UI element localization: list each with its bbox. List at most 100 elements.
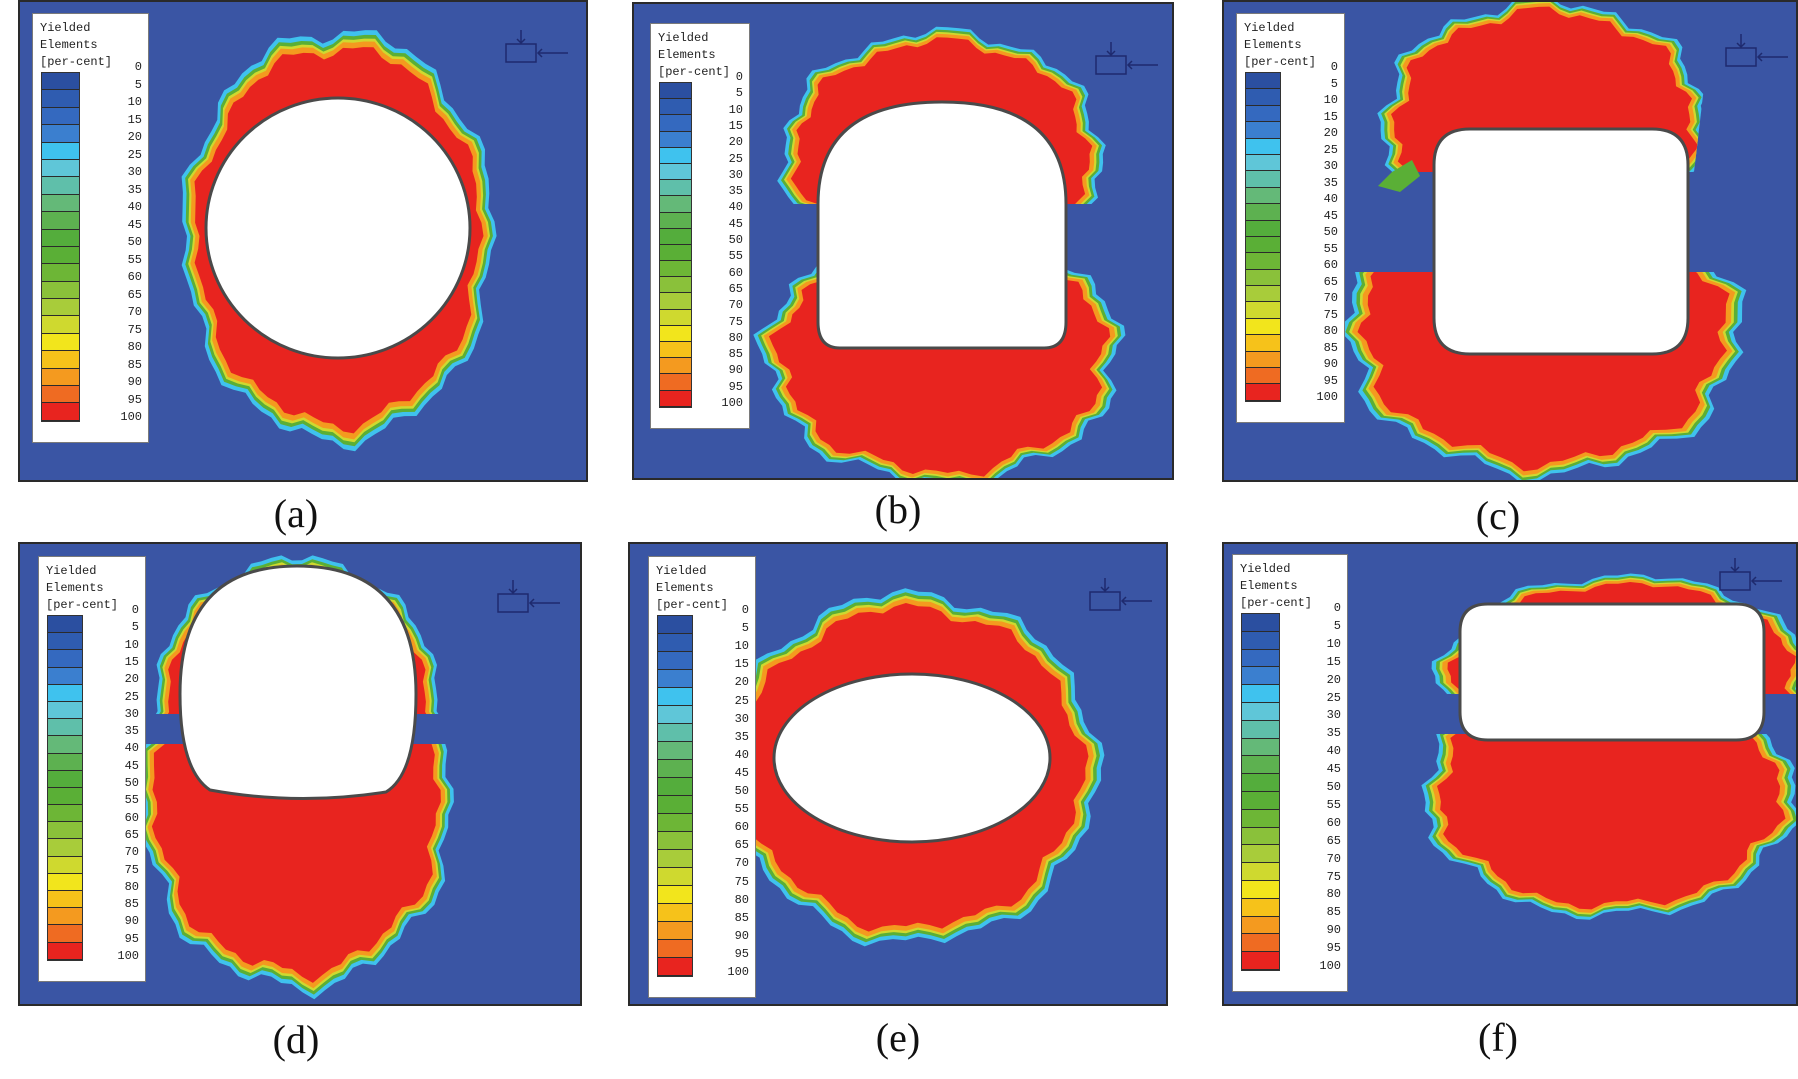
legend-swatch xyxy=(1246,122,1280,139)
legend-tick-label: 60 xyxy=(1323,258,1338,272)
legend-tick-label: 55 xyxy=(734,802,749,817)
legend-swatch xyxy=(1242,756,1279,775)
legend-tick-label: 25 xyxy=(728,151,743,166)
legend-swatch xyxy=(658,886,692,904)
legend-swatch xyxy=(658,724,692,742)
legend-e: Yielded Elements [per-cent] 0 5 10 15 20 25 30 35 4… xyxy=(648,556,756,998)
legend-swatch xyxy=(1246,253,1280,270)
legend-swatch xyxy=(42,246,79,265)
legend-swatch xyxy=(1246,204,1280,221)
caption-b: (b) xyxy=(874,487,922,532)
legend-tick-label: 15 xyxy=(127,112,142,127)
legend-tick-label: 65 xyxy=(124,827,139,842)
legend-swatch xyxy=(660,244,691,262)
legend-title-line: Yielded xyxy=(656,564,707,578)
legend-swatch xyxy=(660,212,691,229)
legend-tick-label: 95 xyxy=(124,931,139,946)
legend-swatch xyxy=(48,856,82,874)
contour-plot-d: Yielded Elements [per-cent] 0 5 10 15 20 25 30 35 4… xyxy=(18,542,582,1006)
legend-swatch xyxy=(658,904,692,922)
legend-title-line: [per-cent] xyxy=(46,598,119,612)
legend-swatch xyxy=(1242,649,1279,668)
legend-tick-label: 10 xyxy=(734,639,749,654)
legend-tick-label: 5 xyxy=(134,77,142,92)
legend-color-bar xyxy=(1245,72,1281,402)
legend-tick-label: 45 xyxy=(1323,208,1338,223)
legend-swatch xyxy=(48,770,82,788)
legend-color-bar xyxy=(47,615,83,961)
legend-tick-label: 60 xyxy=(127,270,142,284)
legend-swatch xyxy=(42,316,79,334)
legend-swatch xyxy=(658,778,692,796)
legend-swatch xyxy=(658,832,692,850)
legend-tick-label: 55 xyxy=(1323,241,1338,256)
legend-title: Yielded Elements [per-cent] xyxy=(46,563,118,614)
contour-plot-f: Yielded Elements [per-cent] 0 5 10 15 20 25 30 35 4… xyxy=(1222,542,1798,1006)
legend-tick-label: 0 xyxy=(134,60,142,74)
legend-tick-label: 80 xyxy=(124,879,139,894)
legend-tick-label: 95 xyxy=(127,392,142,407)
legend-swatch xyxy=(42,368,79,387)
legend-tick-label: 5 xyxy=(741,621,749,636)
legend-swatch xyxy=(658,706,692,724)
legend-tick-label: 55 xyxy=(728,249,743,264)
legend-tick-label: 40 xyxy=(728,200,743,215)
legend-swatch xyxy=(42,177,79,195)
legend-tick-label: 35 xyxy=(1323,175,1338,190)
legend-b: Yielded Elements [per-cent] 0 5 10 15 20 25 30 35 4… xyxy=(650,23,750,429)
legend-tick-label: 95 xyxy=(734,946,749,961)
legend-tick-label: 80 xyxy=(734,892,749,907)
legend-tick-label: 20 xyxy=(734,675,749,690)
legend-swatch xyxy=(658,940,692,958)
legend-swatch xyxy=(42,125,79,143)
legend-tick-label: 35 xyxy=(1326,726,1341,741)
legend-swatch xyxy=(658,652,692,670)
legend-tick-label: 15 xyxy=(734,657,749,672)
legend-swatch xyxy=(658,742,692,760)
contour-plot-a: Yielded Elements [per-cent] 0 5 10 15 20 25 30 35 4… xyxy=(18,0,588,482)
legend-swatch xyxy=(42,351,79,369)
legend-tick-label: 40 xyxy=(1326,744,1341,759)
legend-swatch xyxy=(660,196,691,213)
legend-tick-label: 75 xyxy=(124,862,139,877)
legend-swatch xyxy=(1242,845,1279,864)
legend-title-line: [per-cent] xyxy=(658,65,731,79)
legend-swatch xyxy=(660,163,691,181)
legend-title-line: Yielded xyxy=(658,31,709,45)
legend-tick-label: 90 xyxy=(1323,357,1338,371)
legend-tick-label: 45 xyxy=(127,217,142,232)
legend-swatch xyxy=(48,873,82,891)
legend-tick-label: 60 xyxy=(734,820,749,835)
legend-title: Yielded Elements [per-cent] xyxy=(40,20,112,71)
legend-tick-label: 5 xyxy=(1330,76,1338,91)
legend-swatch xyxy=(1246,368,1280,385)
legend-swatch xyxy=(48,925,82,943)
legend-swatch xyxy=(1246,105,1280,123)
legend-tick-label: 80 xyxy=(1323,324,1338,338)
legend-title-line: Elements xyxy=(658,48,716,62)
legend-title-line: Elements xyxy=(46,581,104,595)
legend-swatch xyxy=(42,107,79,126)
legend-tick-label: 45 xyxy=(734,765,749,780)
legend-swatch xyxy=(42,142,79,160)
legend-tick-label: 30 xyxy=(124,706,139,721)
legend-swatch xyxy=(42,386,79,404)
legend-swatch xyxy=(1242,898,1279,917)
legend-swatch xyxy=(658,850,692,868)
legend-swatch xyxy=(1246,335,1280,352)
legend-swatch xyxy=(42,229,79,247)
yield-zone-plot-c xyxy=(1340,2,1747,480)
legend-swatch xyxy=(1246,351,1280,369)
legend-swatch xyxy=(48,908,82,926)
legend-swatch xyxy=(1242,667,1279,686)
legend-title: Yielded Elements [per-cent] xyxy=(658,30,730,81)
yield-zone-plot-f xyxy=(1421,573,1796,920)
legend-swatch xyxy=(1242,791,1279,810)
legend-tick-label: 95 xyxy=(728,379,743,394)
legend-title-line: Yielded xyxy=(46,564,97,578)
legend-tick-label: 45 xyxy=(124,758,139,773)
legend-swatch xyxy=(660,325,691,342)
legend-swatch xyxy=(42,90,79,108)
legend-tick-label: 65 xyxy=(127,287,142,302)
legend-title-line: Elements xyxy=(1240,579,1298,593)
